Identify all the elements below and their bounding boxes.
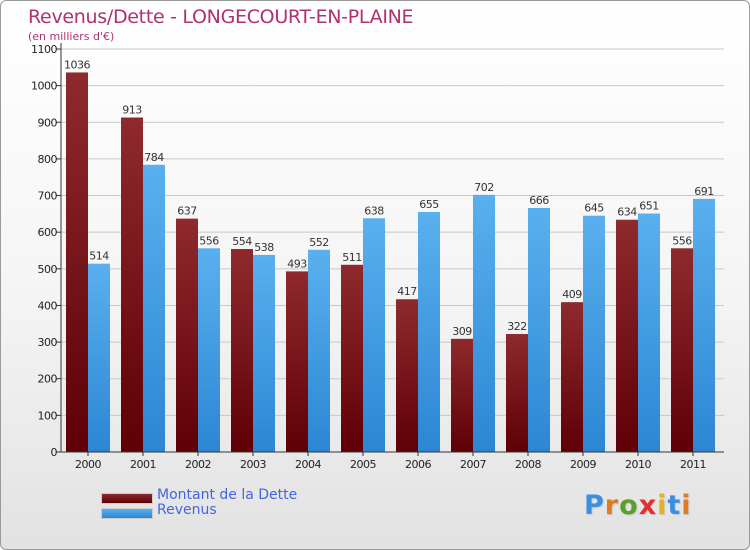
- bar-dette: [341, 264, 363, 452]
- x-tick-label: 2010: [625, 458, 651, 471]
- value-label-revenus: 552: [309, 236, 329, 249]
- legend-label-dette: Montant de la Dette: [157, 487, 298, 503]
- bar-revenus: [308, 249, 330, 452]
- y-axis: 0 100 200 300 400 500 600 700 800 900 1000 1100: [31, 43, 62, 459]
- y-tick-label: 100: [38, 409, 58, 422]
- bar-revenus: [473, 194, 495, 452]
- value-label-revenus: 514: [89, 250, 109, 263]
- proxiti-logo: Proxiti: [584, 490, 692, 521]
- logo-letter: i: [657, 490, 668, 521]
- chart-title: Revenus/Dette - LONGECOURT-EN-PLAINE: [28, 6, 414, 28]
- value-label-revenus: 538: [254, 241, 274, 254]
- value-label-dette: 913: [122, 104, 142, 117]
- bar-revenus: [583, 215, 605, 452]
- value-label-revenus: 655: [419, 198, 439, 211]
- bar-dette: [121, 117, 143, 452]
- chart-subtitle: (en milliers d'€): [28, 30, 115, 43]
- bar-revenus: [638, 213, 660, 452]
- legend-swatch-dette: [101, 493, 153, 504]
- value-label-revenus: 702: [474, 181, 494, 194]
- bar-dette: [231, 249, 253, 452]
- x-tick-label: 2005: [350, 458, 376, 471]
- y-tick-label: 1100: [31, 43, 57, 56]
- value-label-dette: 417: [397, 285, 417, 298]
- value-label-dette: 309: [452, 325, 472, 338]
- bar-revenus: [693, 198, 715, 452]
- value-label-revenus: 556: [199, 234, 219, 247]
- x-tick-label: 2007: [460, 458, 486, 471]
- y-tick-label: 400: [38, 299, 58, 312]
- y-tick-label: 500: [38, 263, 58, 276]
- bar-dette: [561, 302, 583, 452]
- value-label-dette: 322: [507, 320, 527, 333]
- logo-letter: r: [604, 490, 620, 521]
- legend-swatch-revenus: [101, 508, 153, 519]
- x-tick-label: 2009: [570, 458, 596, 471]
- value-label-dette: 554: [232, 235, 252, 248]
- value-label-dette: 634: [617, 206, 637, 219]
- logo-letter: t: [667, 490, 682, 521]
- bar-dette: [286, 271, 308, 452]
- value-label-dette: 409: [562, 288, 582, 301]
- logo-letter: o: [619, 490, 639, 521]
- x-tick-label: 2000: [75, 458, 101, 471]
- logo-letter: P: [584, 490, 605, 521]
- value-label-revenus: 651: [639, 199, 659, 212]
- value-label-revenus: 691: [694, 185, 714, 198]
- bar-revenus: [88, 263, 110, 452]
- y-tick-label: 300: [38, 336, 58, 349]
- x-tick-label: 2003: [240, 458, 266, 471]
- value-label-revenus: 784: [144, 151, 164, 164]
- value-label-revenus: 645: [584, 202, 604, 215]
- value-label-dette: 637: [177, 205, 197, 218]
- x-tick-label: 2001: [130, 458, 156, 471]
- grid-lines: [61, 48, 724, 416]
- value-label-dette: 511: [342, 251, 362, 264]
- bar-revenus: [363, 218, 385, 452]
- bar-revenus: [528, 208, 550, 452]
- y-tick-label: 1000: [31, 80, 57, 93]
- x-tick-label: 2002: [185, 458, 211, 471]
- y-tick-label: 200: [38, 373, 58, 386]
- logo-letter: x: [638, 490, 658, 521]
- value-label-dette: 493: [287, 257, 307, 270]
- logo-letter: i: [681, 490, 692, 521]
- bar-revenus: [143, 164, 165, 452]
- x-tick-label: 2006: [405, 458, 431, 471]
- x-axis: 2000 2001 2002 2003 2004 2005 2006 2007 2008 2009…: [61, 451, 724, 471]
- y-tick-label: 900: [38, 116, 58, 129]
- bar-revenus: [198, 248, 220, 452]
- value-label-dette: 556: [672, 234, 692, 247]
- y-tick-label: 700: [38, 190, 58, 203]
- bar-dette: [176, 218, 198, 452]
- bar-dette: [396, 299, 418, 452]
- bars: [66, 72, 715, 453]
- y-tick-label: 800: [38, 153, 58, 166]
- y-tick-label: 0: [51, 446, 58, 459]
- bar-dette: [671, 248, 693, 452]
- bar-revenus: [418, 212, 440, 452]
- legend-label-revenus: Revenus: [157, 502, 217, 518]
- value-label-dette: 1036: [64, 58, 90, 71]
- x-tick-label: 2011: [680, 458, 706, 471]
- bar-dette: [616, 219, 638, 452]
- bar-dette: [506, 334, 528, 452]
- value-label-revenus: 666: [529, 194, 549, 207]
- value-label-revenus: 638: [364, 204, 384, 217]
- x-tick-label: 2004: [295, 458, 321, 471]
- bar-dette: [451, 338, 473, 452]
- bar-revenus: [253, 254, 275, 452]
- y-tick-label: 600: [38, 226, 58, 239]
- x-tick-label: 2008: [515, 458, 541, 471]
- bar-dette: [66, 72, 88, 453]
